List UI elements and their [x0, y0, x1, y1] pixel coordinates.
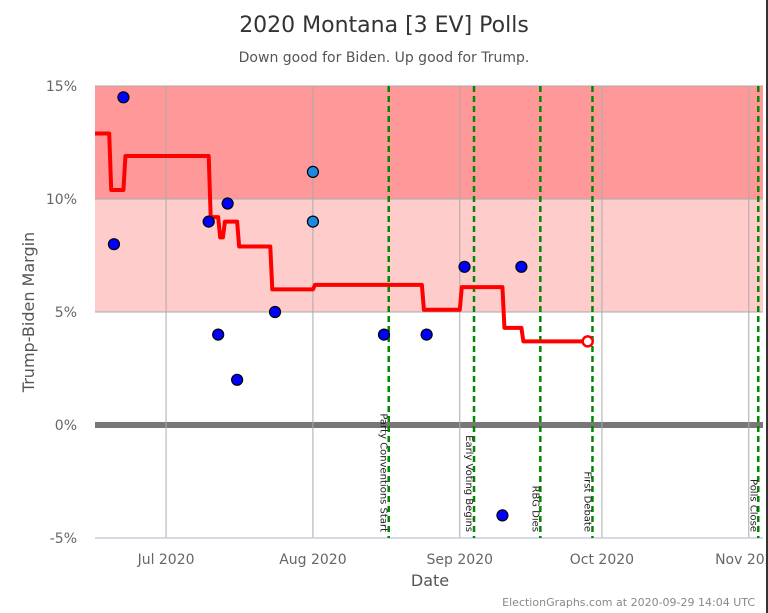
- poll-point: [107, 238, 121, 251]
- poll-point: [212, 328, 225, 341]
- y-tick-label: 0%: [55, 418, 77, 434]
- poll-point: [515, 260, 528, 273]
- x-tick-label: Sep 2020: [427, 552, 493, 568]
- y-tick-label: -5%: [50, 531, 77, 547]
- average-line: [95, 131, 590, 344]
- x-tick-label: Nov 2020: [715, 552, 768, 568]
- x-axis-label: Date: [411, 571, 449, 590]
- chart-subtitle: Down good for Biden. Up good for Trump.: [239, 50, 530, 66]
- poll-point: [306, 215, 320, 228]
- x-tick-label: Jul 2020: [137, 552, 195, 568]
- event-label: RBG Dies: [529, 486, 540, 532]
- x-tick-label: Oct 2020: [570, 552, 634, 568]
- event-label: Early Voting Begins: [463, 435, 474, 532]
- poll-point: [202, 215, 215, 228]
- current-average-marker: [581, 335, 594, 348]
- event-label: Party Conventions Start: [378, 413, 389, 532]
- poll-point: [221, 197, 234, 210]
- y-tick-label: 5%: [55, 305, 77, 321]
- poll-point: [377, 328, 391, 341]
- event-label: First Debate: [581, 471, 592, 532]
- margin-band: [95, 199, 763, 312]
- poll-point: [306, 165, 320, 178]
- poll-point: [268, 305, 282, 319]
- y-tick-label: 10%: [46, 192, 77, 208]
- credit-text: ElectionGraphs.com at 2020-09-29 14:04 U…: [502, 596, 755, 609]
- margin-band: [95, 86, 763, 199]
- poll-point: [117, 91, 130, 104]
- event-label: Polls Close: [747, 479, 758, 532]
- poll-point: [420, 328, 433, 341]
- poll-point: [231, 373, 244, 386]
- y-axis-label: Trump-Biden Margin: [19, 232, 38, 393]
- poll-point: [496, 509, 509, 522]
- y-tick-label: 15%: [46, 79, 77, 95]
- poll-point: [458, 260, 471, 273]
- x-tick-label: Aug 2020: [279, 552, 346, 568]
- chart-title: 2020 Montana [3 EV] Polls: [239, 13, 529, 38]
